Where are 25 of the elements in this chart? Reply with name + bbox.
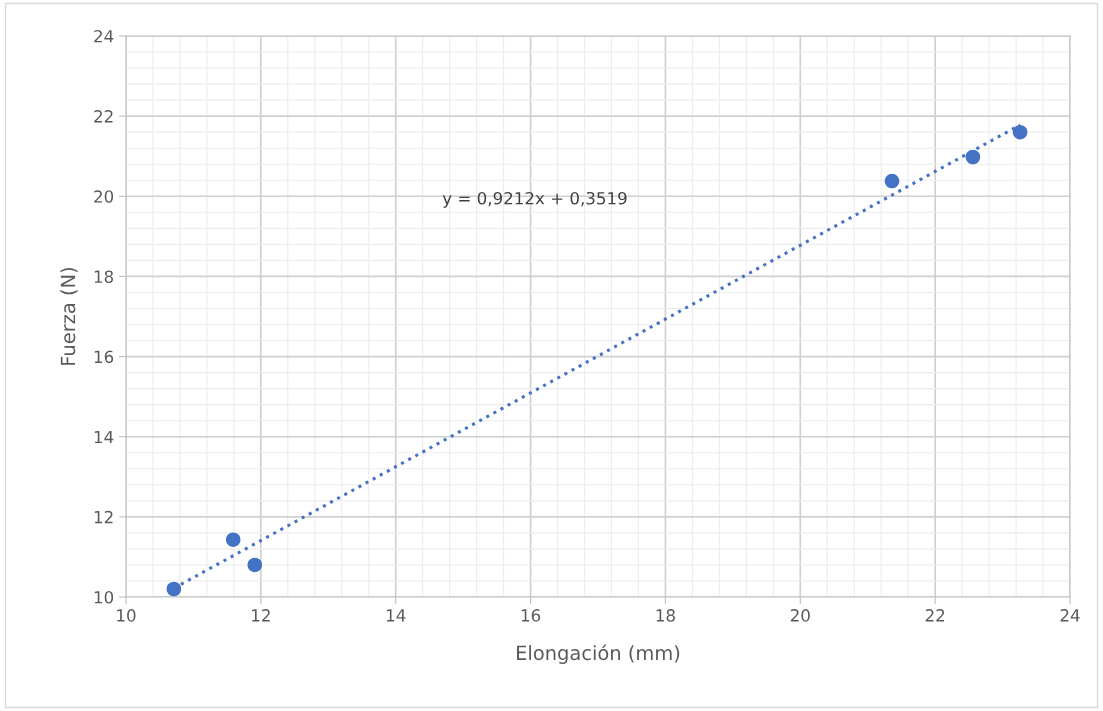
x-tick-label: 14 (386, 609, 406, 622)
y-tick-label: 12 (94, 510, 113, 524)
y-tick-label: 20 (94, 190, 114, 203)
point (247, 557, 263, 573)
x-tick-label: 20 (790, 609, 810, 622)
y-tick-label: 10 (94, 590, 114, 604)
y-axis-title: Fuerza (N) (60, 267, 78, 365)
x-tick-label: 24 (1060, 609, 1080, 622)
x-tick-label: 12 (252, 609, 270, 622)
y-tick-label: 14 (94, 430, 114, 444)
x-axis-title: Elongación (mm) (517, 644, 680, 664)
x-tick-label: 10 (117, 609, 136, 622)
x-tick-label: 22 (925, 609, 945, 622)
annotation: y = 0,9212x + 0,3519 (442, 191, 627, 208)
y-tick-label: 18 (94, 270, 114, 283)
point (965, 149, 981, 165)
y-tick-label: 24 (94, 29, 114, 43)
point (1012, 124, 1028, 140)
x-tick-label: 16 (521, 609, 541, 622)
y-tick-label: 16 (94, 350, 114, 364)
point (884, 173, 900, 189)
y-tick-label: 22 (94, 110, 113, 123)
x-tick-label: 18 (656, 609, 675, 622)
point (166, 581, 182, 597)
point (225, 532, 241, 547)
